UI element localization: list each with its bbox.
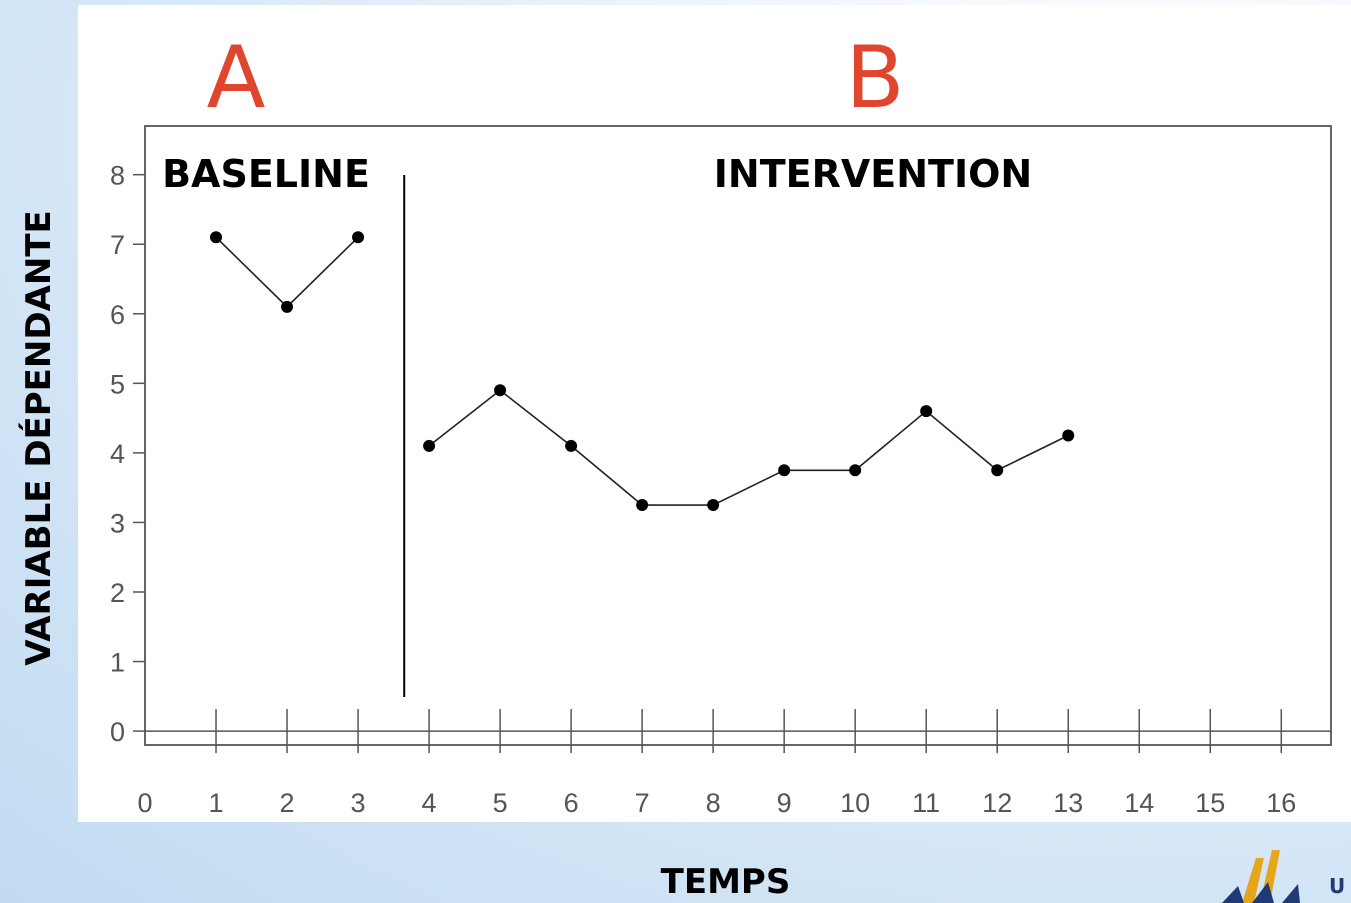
data-point <box>991 464 1004 477</box>
phase-title-intervention: INTERVENTION <box>714 152 1032 196</box>
data-point <box>210 231 223 244</box>
x-tick-label: 9 <box>777 788 792 818</box>
x-tick-label: 12 <box>982 788 1012 818</box>
data-point <box>636 499 649 512</box>
phase-letter-a: A <box>207 28 266 128</box>
y-tick-label: 2 <box>110 578 125 608</box>
x-tick-label: 3 <box>351 788 366 818</box>
y-tick-label: 8 <box>110 161 125 191</box>
data-point <box>1062 429 1075 442</box>
data-point <box>565 439 578 452</box>
chart-panel: A B BASELINE INTERVENTION 0 1 2 3 4 5 6 7 8 0 1 2 3 4 5 6 7 8… <box>78 5 1351 822</box>
y-tick-label: 3 <box>110 508 125 538</box>
x-tick-label: 13 <box>1053 788 1083 818</box>
logo-text: U <box>1329 874 1346 898</box>
x-tick-label: 1 <box>209 788 224 818</box>
y-tick-label: 1 <box>110 648 125 678</box>
plot-frame <box>144 125 1332 746</box>
data-point <box>707 499 720 512</box>
x-tick-label: 7 <box>635 788 650 818</box>
y-tick-label: 6 <box>110 300 125 330</box>
x-tick-label: 16 <box>1266 788 1296 818</box>
phase-title-baseline: BASELINE <box>162 152 370 196</box>
x-tick-label: 8 <box>706 788 721 818</box>
y-tick-label: 0 <box>110 717 125 747</box>
data-point <box>778 464 791 477</box>
y-axis-title: VARIABLE DÉPENDANTE <box>19 210 59 666</box>
y-axis-title-wrap: VARIABLE DÉPENDANTE <box>0 0 78 903</box>
data-point <box>494 384 507 397</box>
university-logo-icon <box>1222 850 1300 903</box>
y-tick-label: 5 <box>110 369 125 399</box>
x-axis-title: TEMPS <box>660 862 791 902</box>
y-tick-label: 7 <box>110 230 125 260</box>
x-tick-label: 14 <box>1124 788 1154 818</box>
data-point <box>281 300 294 313</box>
x-tick-label: 2 <box>280 788 295 818</box>
data-point <box>423 439 436 452</box>
x-tick-label: 11 <box>912 788 940 818</box>
x-tick-label: 15 <box>1195 788 1225 818</box>
x-tick-label: 0 <box>137 788 152 818</box>
data-point <box>849 464 862 477</box>
series-1-line <box>215 236 359 308</box>
x-tick-label: 6 <box>564 788 579 818</box>
data-point <box>352 231 365 244</box>
x-tick-label: 5 <box>493 788 508 818</box>
data-point <box>920 405 933 418</box>
x-tick-label: 10 <box>840 788 870 818</box>
x-tick-label: 4 <box>422 788 437 818</box>
y-tick-label: 4 <box>110 439 125 469</box>
phase-letter-b: B <box>846 28 905 128</box>
series-2-line <box>428 389 1069 506</box>
